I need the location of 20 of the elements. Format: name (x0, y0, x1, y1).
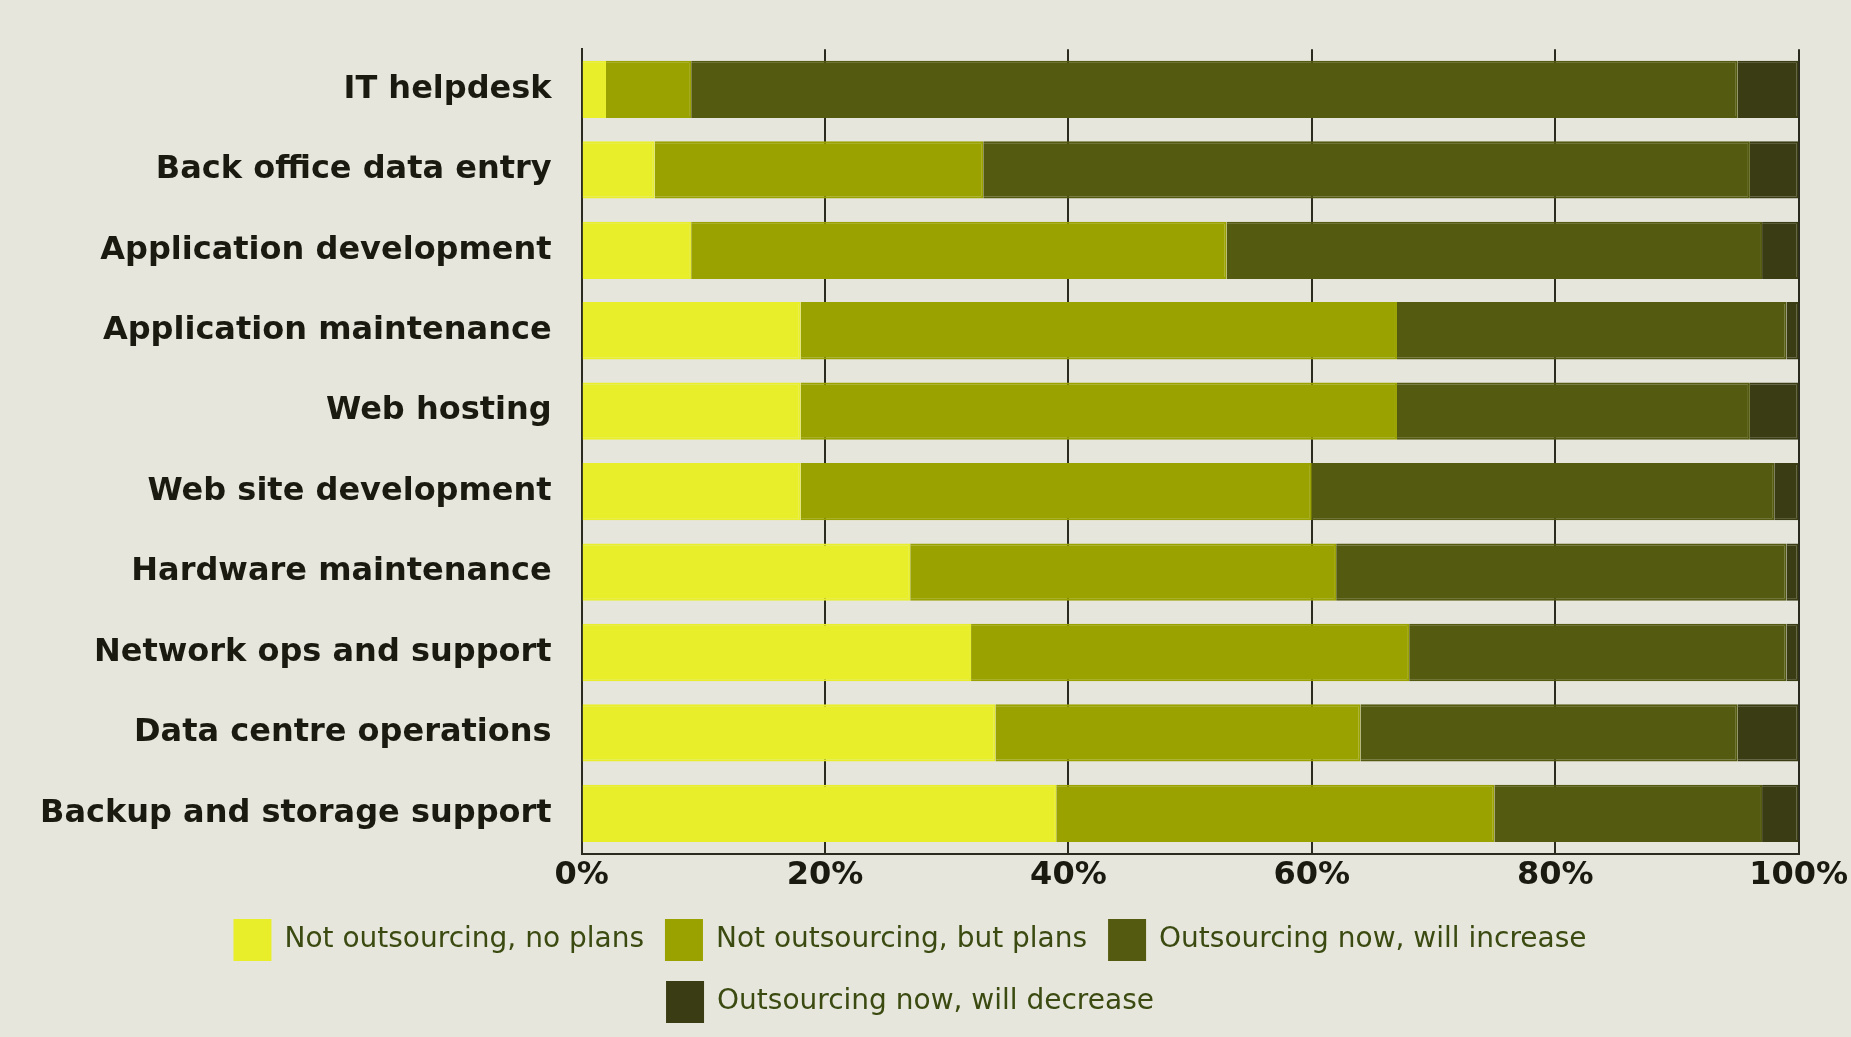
y-tick-label: Backup and storage support (40, 791, 552, 830)
y-tick-label: Hardware maintenance (131, 550, 552, 589)
y-tick-label: Data centre operations (134, 711, 552, 750)
x-tick-label: 80% (1516, 854, 1594, 893)
x-tick-label: 100% (1749, 854, 1848, 893)
legend-label: Not outsourcing, but plans (715, 921, 1088, 955)
x-tick-label: 40% (1030, 854, 1107, 893)
y-tick-label: Back office data entry (155, 148, 552, 187)
y-tick-label: Web hosting (325, 389, 552, 428)
y-tick-label: Network ops and support (93, 630, 552, 669)
x-tick-label: 60% (1273, 854, 1351, 893)
y-tick-label: Web site development (147, 469, 552, 508)
legend-label: Not outsourcing, no plans (284, 921, 644, 955)
y-tick-label: Application development (100, 228, 552, 267)
legend-label: Outsourcing now, will decrease (717, 983, 1154, 1017)
x-tick-label: 0% (554, 854, 609, 893)
y-tick-label: IT helpdesk (343, 67, 553, 106)
legend-label: Outsourcing now, will increase (1159, 921, 1587, 955)
x-tick-label: 20% (786, 854, 864, 893)
y-tick-label: Application maintenance (102, 309, 552, 348)
